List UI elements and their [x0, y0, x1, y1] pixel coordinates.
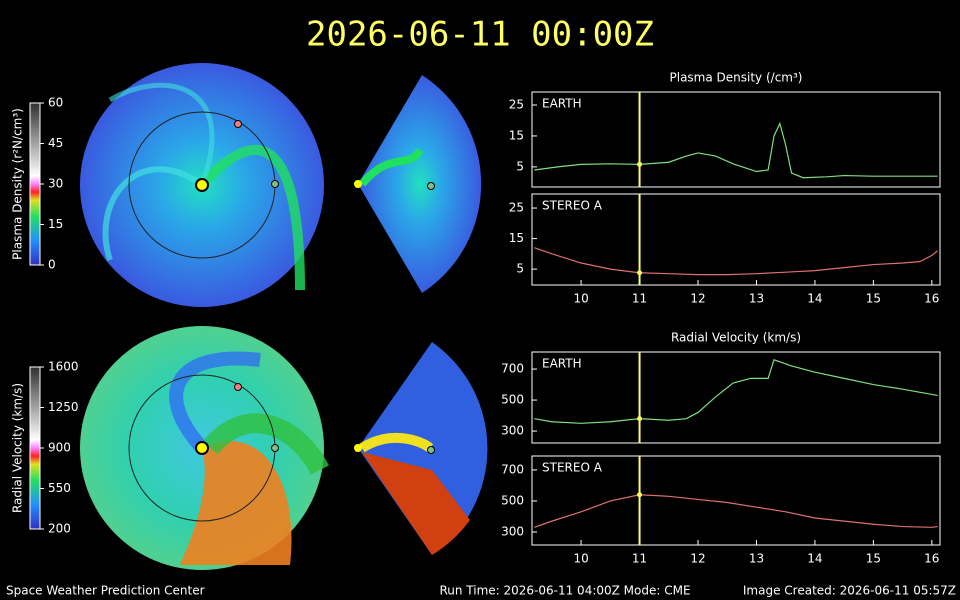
x-tick-label: 13: [749, 292, 764, 306]
panel-label: STEREO A: [542, 199, 603, 213]
y-tick-label: 25: [509, 201, 524, 215]
colorbar-tick-label: 550: [48, 481, 71, 495]
y-tick-label: 25: [509, 97, 524, 111]
colorbar: [29, 102, 41, 266]
plot-frame: [531, 91, 941, 188]
marker-dot: [637, 161, 643, 167]
panel-label: STEREO A: [542, 461, 603, 475]
colorbar-tick-label: 200: [48, 522, 71, 536]
colorbar: [29, 366, 41, 530]
y-tick-label: 5: [516, 159, 524, 173]
footer-center: Run Time: 2026-06-11 04:00Z Mode: CME: [439, 584, 690, 598]
x-tick-label: 11: [632, 552, 647, 566]
x-tick-label: 16: [924, 292, 939, 306]
panel-title: Radial Velocity (km/s): [671, 331, 801, 345]
panel-label: EARTH: [542, 97, 582, 111]
y-tick-label: 500: [501, 493, 524, 507]
series-line: [534, 121, 938, 179]
y-tick-label: 700: [501, 462, 524, 476]
series-line: [534, 358, 938, 424]
x-tick-label: 15: [866, 292, 881, 306]
colorbar-tick-label: 30: [48, 177, 63, 191]
x-tick-label: 12: [690, 292, 705, 306]
footer-right: Image Created: 2026-06-11 05:57Z: [743, 584, 956, 598]
y-tick-label: 15: [509, 128, 524, 142]
colorbar-title: Plasma Density (r²N/cm³): [11, 108, 25, 260]
marker-dot: [637, 270, 643, 276]
colorbar-tick-label: 60: [48, 96, 63, 110]
colorbar-tick-label: 0: [48, 258, 56, 272]
x-tick-label: 10: [573, 552, 588, 566]
y-tick-label: 5: [516, 262, 524, 276]
colorbar-tick-label: 45: [48, 136, 63, 150]
colorbar-tick-label: 15: [48, 217, 63, 231]
x-tick-label: 11: [632, 292, 647, 306]
series-line: [534, 247, 939, 276]
x-tick-label: 14: [807, 552, 822, 566]
colorbar-tick-label: 900: [48, 441, 71, 455]
x-tick-label: 13: [749, 552, 764, 566]
y-tick-label: 15: [509, 231, 524, 245]
footer-left: Space Weather Prediction Center: [6, 584, 205, 598]
x-tick-label: 16: [924, 552, 939, 566]
marker-dot: [637, 416, 643, 422]
marker-dot: [637, 492, 643, 498]
y-tick-label: 500: [501, 393, 524, 407]
series-line: [534, 494, 938, 528]
panel-label: EARTH: [542, 357, 582, 371]
plot-frame: [531, 351, 941, 444]
x-tick-label: 12: [690, 552, 705, 566]
panel-title: Plasma Density (/cm³): [670, 71, 803, 85]
x-tick-label: 15: [866, 552, 881, 566]
colorbar-title: Radial Velocity (km/s): [11, 383, 25, 513]
velocity-disc: [80, 326, 488, 570]
density-disc: [80, 63, 482, 307]
y-tick-label: 300: [501, 424, 524, 438]
x-tick-label: 14: [807, 292, 822, 306]
x-tick-label: 10: [573, 292, 588, 306]
y-tick-label: 700: [501, 362, 524, 376]
colorbar-tick-label: 1600: [48, 360, 79, 374]
plot-frame: [531, 193, 941, 286]
y-tick-label: 300: [501, 524, 524, 538]
colorbar-tick-label: 1250: [48, 400, 79, 414]
title: 2026-06-11 00:00Z: [306, 15, 654, 55]
